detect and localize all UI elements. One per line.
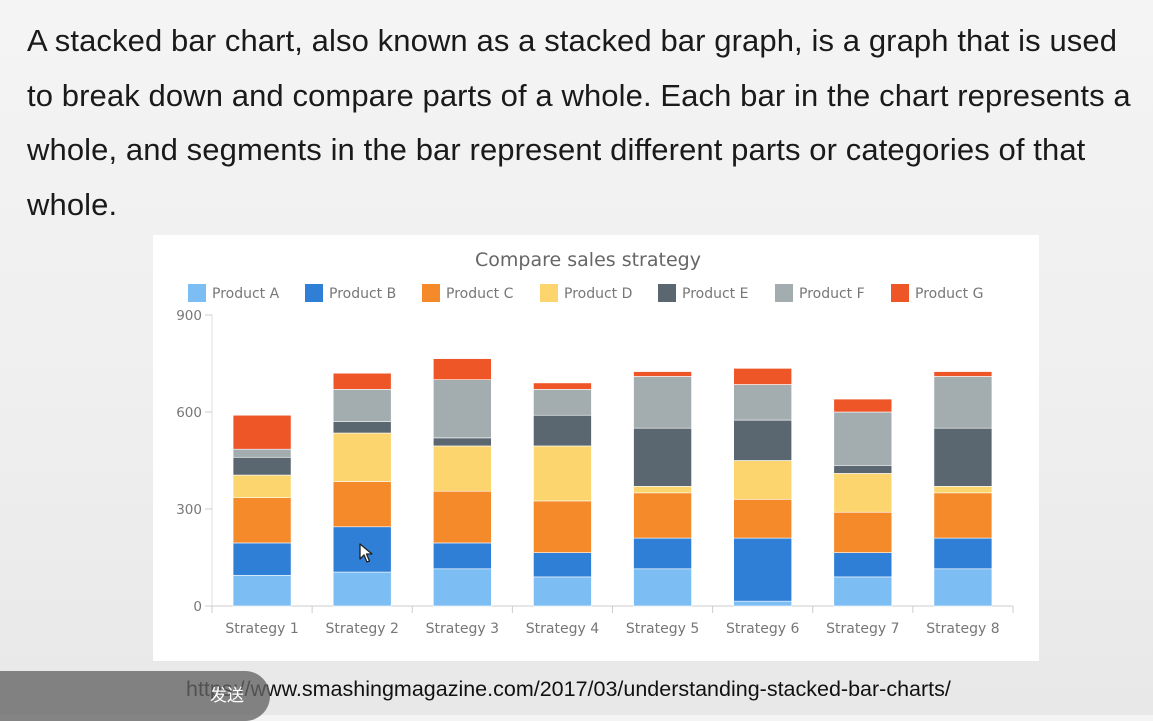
bar-segment-strategy-5-product-1[interactable]	[633, 568, 692, 607]
bar-segment-strategy-7-product-6[interactable]	[833, 411, 893, 466]
legend-label-2[interactable]: Product B	[329, 286, 396, 302]
y-tick-label-2: 600	[176, 405, 202, 421]
x-category-label-4: Strategy 4	[526, 621, 599, 637]
bar-segment-strategy-8-product-3[interactable]	[933, 492, 993, 539]
bar-segment-strategy-3-product-4[interactable]	[433, 445, 492, 492]
bar-segment-strategy-6-product-3[interactable]	[733, 498, 792, 539]
legend-label-1[interactable]: Product A	[212, 286, 280, 302]
x-category-label-7: Strategy 7	[826, 621, 899, 637]
bar-segment-strategy-4-product-5[interactable]	[533, 414, 592, 447]
bar-segment-strategy-8-product-4[interactable]	[933, 486, 993, 494]
bar-segment-strategy-4-product-1[interactable]	[533, 576, 592, 607]
x-category-label-2: Strategy 2	[326, 621, 399, 637]
bar-segment-strategy-3-product-7[interactable]	[433, 358, 492, 380]
x-category-label-3: Strategy 3	[426, 621, 499, 637]
bar-segment-strategy-6-product-1[interactable]	[733, 600, 792, 607]
bar-segment-strategy-3-product-2[interactable]	[433, 542, 492, 570]
bar-segment-strategy-7-product-2[interactable]	[833, 552, 893, 578]
bar-segment-strategy-6-product-5[interactable]	[733, 419, 792, 461]
bar-segment-strategy-3-product-1[interactable]	[433, 568, 492, 607]
bar-segment-strategy-1-product-4[interactable]	[232, 474, 292, 498]
bar-segment-strategy-5-product-5[interactable]	[633, 427, 692, 487]
bar-segment-strategy-1-product-5[interactable]	[232, 456, 292, 476]
chart-legend: Product A Product B Product C Product D Prod…	[188, 284, 983, 302]
bar-segment-strategy-6-product-4[interactable]	[733, 460, 792, 500]
x-category-label-5: Strategy 5	[626, 621, 699, 637]
legend-swatch-3[interactable]	[422, 284, 440, 302]
legend-swatch-7[interactable]	[891, 284, 909, 302]
bar-segment-strategy-5-product-2[interactable]	[633, 537, 692, 570]
bar-segment-strategy-6-product-7[interactable]	[733, 368, 792, 385]
bar-segment-strategy-8-product-2[interactable]	[933, 537, 993, 570]
y-tick-label-0: 0	[193, 599, 202, 615]
bar-segment-strategy-7-product-1[interactable]	[833, 576, 893, 607]
legend-swatch-1[interactable]	[188, 284, 206, 302]
bar-segment-strategy-6-product-2[interactable]	[733, 537, 792, 602]
y-tick-label-3: 900	[176, 308, 202, 324]
chart-title: Compare sales strategy	[475, 249, 701, 271]
bar-segment-strategy-2-product-6[interactable]	[332, 389, 392, 423]
x-category-label-8: Strategy 8	[926, 621, 999, 637]
bar-segment-strategy-8-product-7[interactable]	[933, 371, 993, 377]
stacked-bar-chart: Compare sales strategy Product A Product …	[153, 235, 1039, 661]
bar-segment-strategy-4-product-2[interactable]	[533, 552, 592, 578]
legend-swatch-4[interactable]	[540, 284, 558, 302]
legend-label-5[interactable]: Product E	[682, 286, 748, 302]
bar-segment-strategy-5-product-4[interactable]	[633, 486, 692, 494]
bar-segment-strategy-7-product-3[interactable]	[833, 511, 893, 553]
bar-segment-strategy-1-product-6[interactable]	[232, 448, 292, 458]
bar-segment-strategy-3-product-6[interactable]	[433, 379, 492, 439]
y-tick-label-1: 300	[176, 502, 202, 518]
bar-segment-strategy-4-product-3[interactable]	[533, 500, 592, 553]
bar-segment-strategy-1-product-1[interactable]	[232, 574, 292, 607]
bar-segment-strategy-8-product-6[interactable]	[933, 376, 993, 429]
bar-segment-strategy-4-product-7[interactable]	[533, 382, 592, 390]
bar-segment-strategy-1-product-2[interactable]	[232, 542, 292, 576]
bar-segment-strategy-6-product-6[interactable]	[733, 384, 792, 421]
send-button[interactable]: 发送	[0, 671, 270, 721]
bar-segment-strategy-2-product-7[interactable]	[332, 372, 392, 390]
legend-label-7[interactable]: Product G	[915, 286, 983, 302]
bar-segment-strategy-5-product-6[interactable]	[633, 376, 692, 429]
x-category-label-1: Strategy 1	[225, 621, 298, 637]
chart-bars	[232, 358, 993, 607]
bar-segment-strategy-4-product-6[interactable]	[533, 389, 592, 416]
legend-swatch-5[interactable]	[658, 284, 676, 302]
bar-segment-strategy-3-product-5[interactable]	[433, 437, 492, 447]
bar-segment-strategy-8-product-1[interactable]	[933, 568, 993, 607]
legend-label-4[interactable]: Product D	[564, 286, 632, 302]
intro-paragraph: A stacked bar chart, also known as a sta…	[27, 23, 1131, 222]
bar-segment-strategy-7-product-4[interactable]	[833, 473, 893, 513]
bar-segment-strategy-2-product-3[interactable]	[332, 481, 392, 528]
bar-segment-strategy-7-product-7[interactable]	[833, 398, 893, 413]
x-category-label-6: Strategy 6	[726, 621, 799, 637]
bar-segment-strategy-2-product-5[interactable]	[332, 421, 392, 434]
bar-segment-strategy-5-product-7[interactable]	[633, 371, 692, 377]
source-url: https://www.smashingmagazine.com/2017/03…	[186, 677, 951, 701]
chart-canvas: Compare sales strategy Product A Product …	[176, 249, 1014, 637]
bar-segment-strategy-5-product-3[interactable]	[633, 492, 692, 539]
bar-segment-strategy-3-product-3[interactable]	[433, 490, 492, 544]
bar-segment-strategy-7-product-5[interactable]	[833, 465, 893, 474]
bar-segment-strategy-4-product-4[interactable]	[533, 445, 592, 502]
bar-segment-strategy-8-product-5[interactable]	[933, 427, 993, 487]
legend-label-3[interactable]: Product C	[446, 286, 514, 302]
legend-label-6[interactable]: Product F	[799, 286, 865, 302]
legend-swatch-2[interactable]	[305, 284, 323, 302]
legend-swatch-6[interactable]	[775, 284, 793, 302]
bar-segment-strategy-2-product-1[interactable]	[332, 571, 392, 607]
bar-segment-strategy-1-product-7[interactable]	[232, 414, 292, 450]
mouse-cursor-icon	[359, 543, 373, 563]
bar-segment-strategy-1-product-3[interactable]	[232, 497, 292, 544]
bar-segment-strategy-2-product-4[interactable]	[332, 432, 392, 482]
